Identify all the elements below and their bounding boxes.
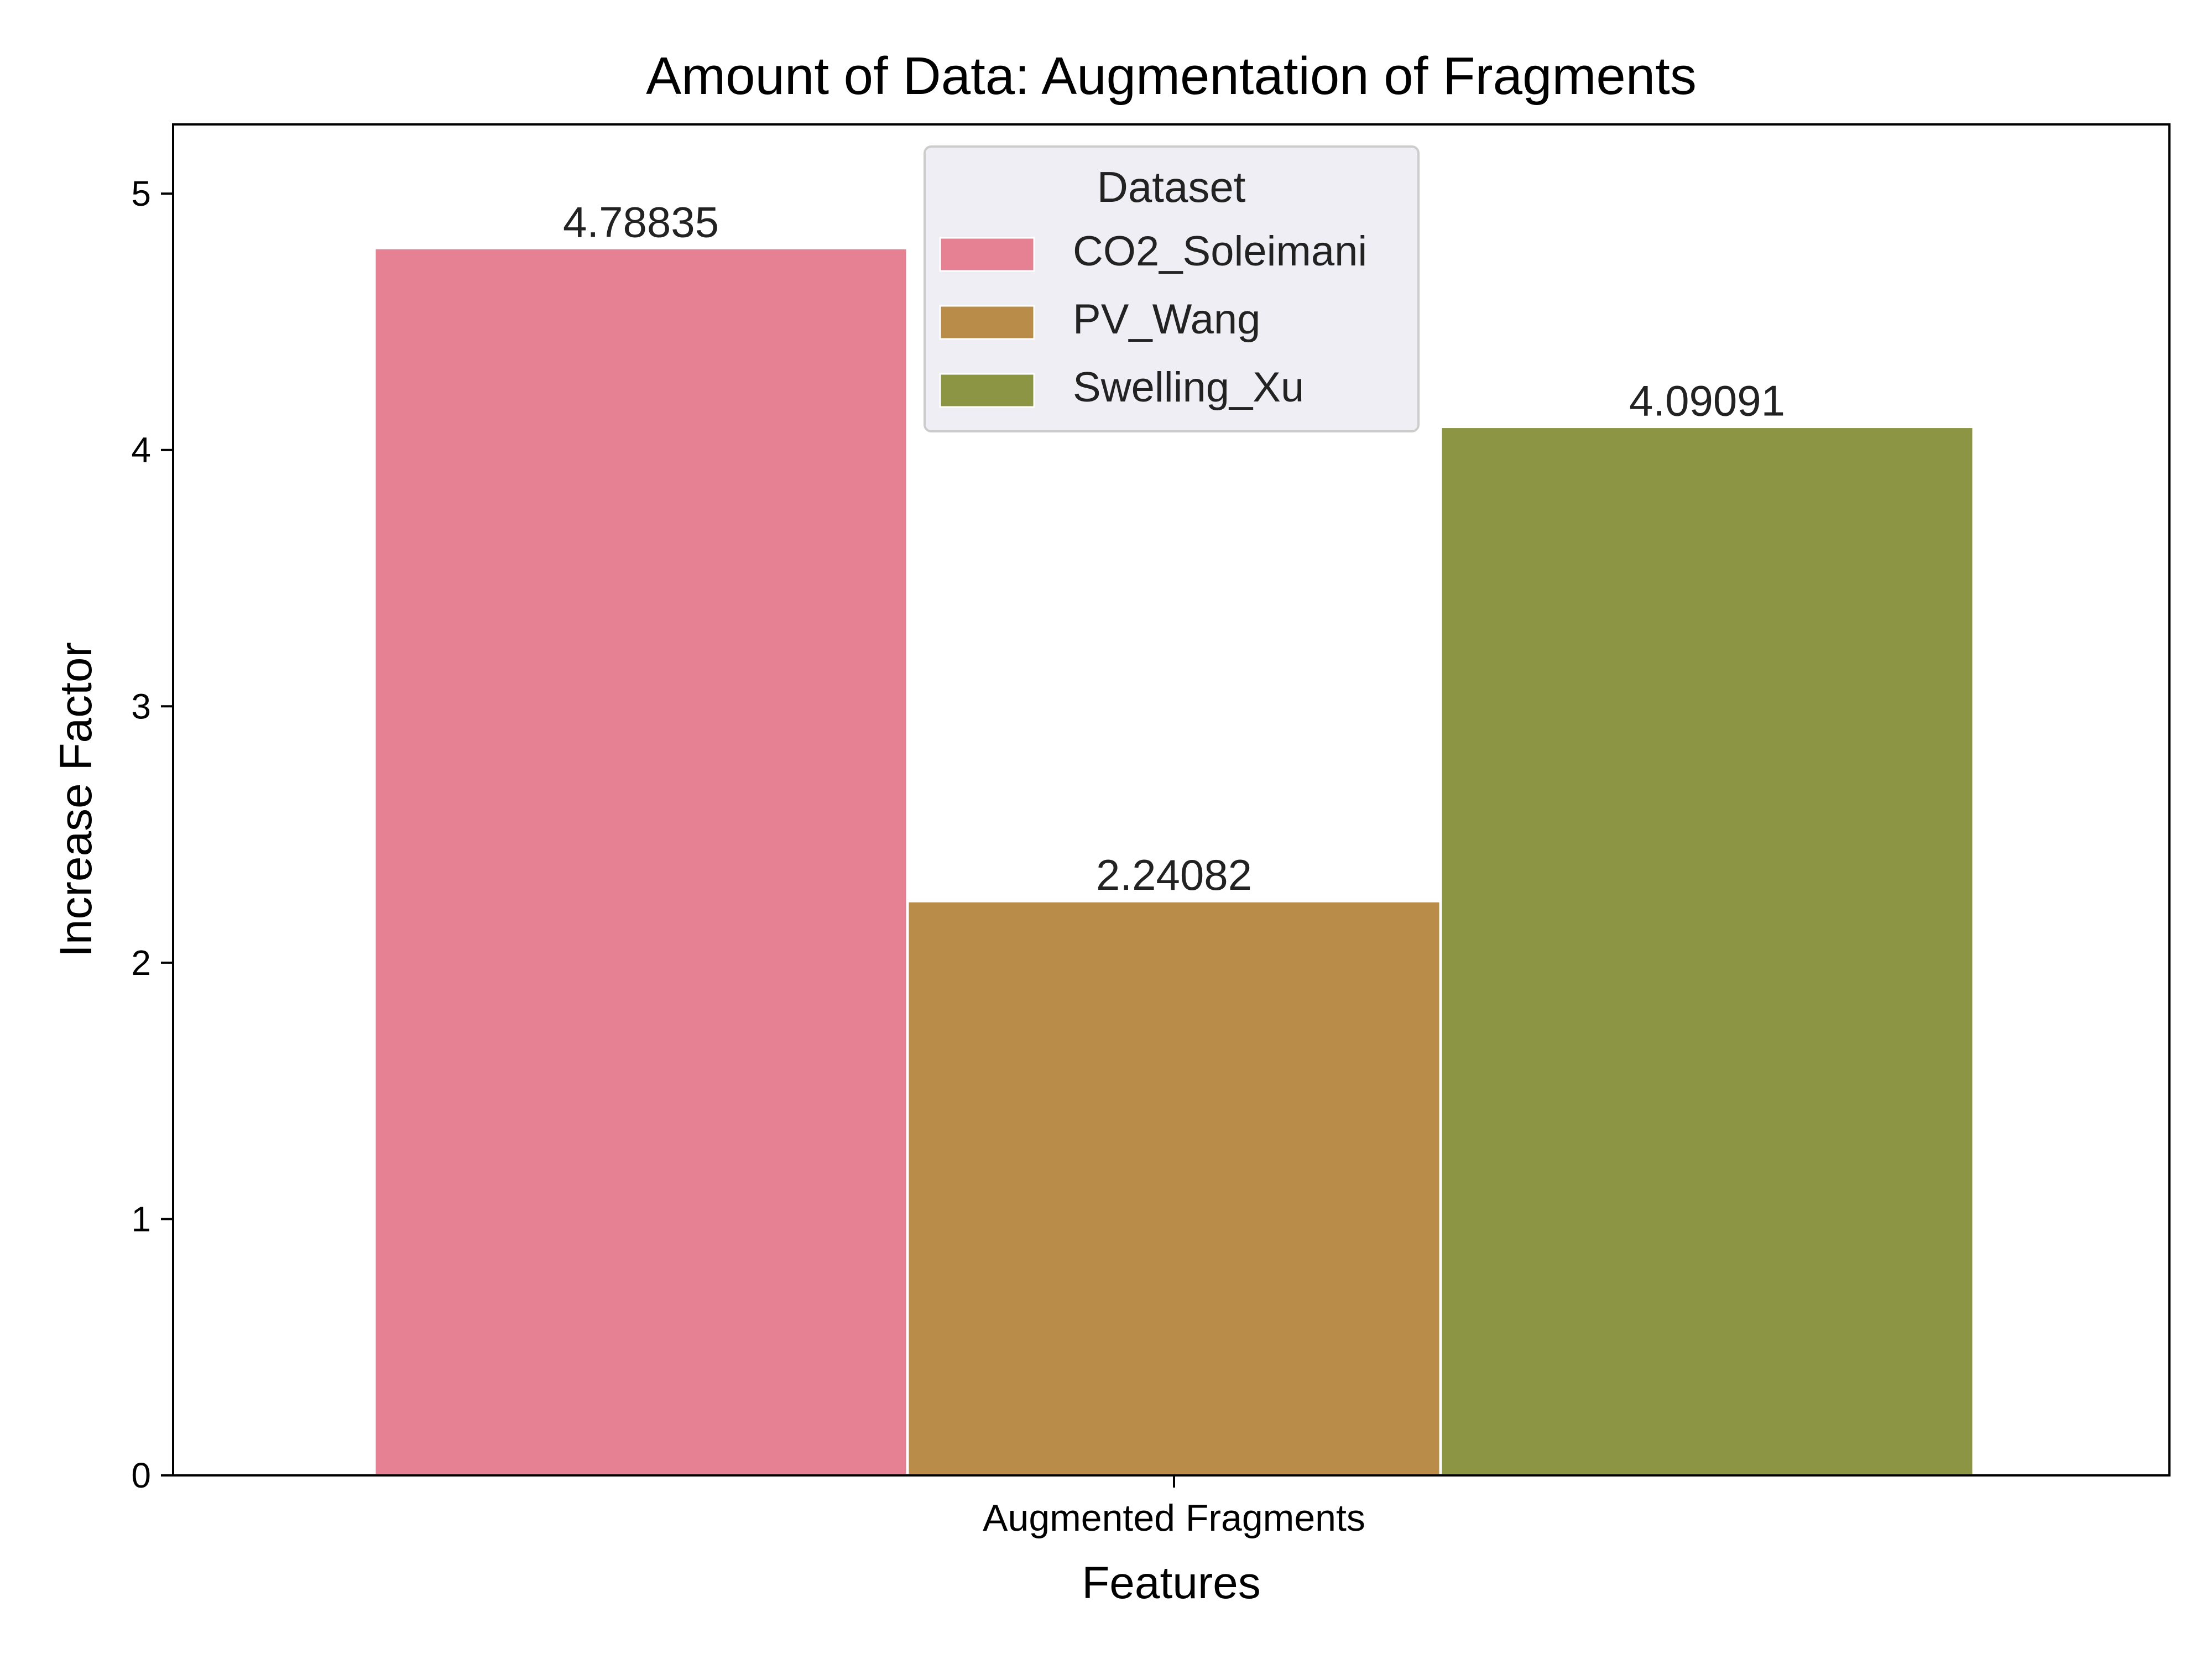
bar-value-label: 2.24082 <box>1096 851 1252 899</box>
x-tick-label: Augmented Fragments <box>983 1497 1365 1539</box>
bar-labels-group: 4.78835 2.24082 4.09091 <box>563 197 1785 899</box>
y-tick-label: 1 <box>131 1199 151 1239</box>
y-tick-label: 0 <box>131 1455 151 1495</box>
y-tick-label: 2 <box>131 943 151 983</box>
legend: Dataset CO2_Soleimani PV_Wang Swelling_Xu <box>924 145 1420 432</box>
bar-swelling-xu <box>1439 425 1975 1477</box>
bar-pv-wang <box>906 899 1442 1477</box>
chart-title: Amount of Data: Augmentation of Fragment… <box>646 46 1697 106</box>
legend-title: Dataset <box>1097 163 1246 211</box>
bar-co2-soleimani <box>373 246 909 1477</box>
x-axis-label: Features <box>1082 1558 1261 1608</box>
legend-box <box>924 145 1420 432</box>
x-axis: Augmented Fragments <box>983 1475 1365 1539</box>
y-tick-label: 4 <box>131 430 151 470</box>
legend-label: CO2_Soleimani <box>1073 228 1367 275</box>
y-axis: 0 1 2 3 4 5 <box>131 174 173 1495</box>
legend-swatch <box>939 373 1035 408</box>
bars-group <box>373 246 1975 1477</box>
bar-value-label: 4.09091 <box>1629 377 1785 425</box>
plot-frame <box>172 123 2171 1477</box>
y-tick-label: 3 <box>131 686 151 726</box>
legend-swatch <box>939 305 1035 340</box>
legend-label: PV_Wang <box>1073 296 1260 343</box>
legend-label: Swelling_Xu <box>1073 364 1304 411</box>
y-axis-label: Increase Factor <box>51 642 101 957</box>
legend-swatch <box>939 237 1035 272</box>
y-tick-label: 5 <box>131 174 151 213</box>
bar-value-label: 4.78835 <box>563 197 719 246</box>
legend-entries: CO2_Soleimani PV_Wang Swelling_Xu <box>939 228 1367 411</box>
